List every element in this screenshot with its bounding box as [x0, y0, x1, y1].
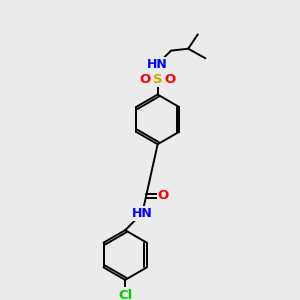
Text: Cl: Cl — [118, 289, 132, 300]
Text: HN: HN — [147, 58, 168, 70]
Text: O: O — [140, 73, 151, 86]
Text: O: O — [164, 73, 176, 86]
Text: O: O — [158, 189, 169, 202]
Text: HN: HN — [132, 206, 153, 220]
Text: S: S — [153, 73, 163, 86]
